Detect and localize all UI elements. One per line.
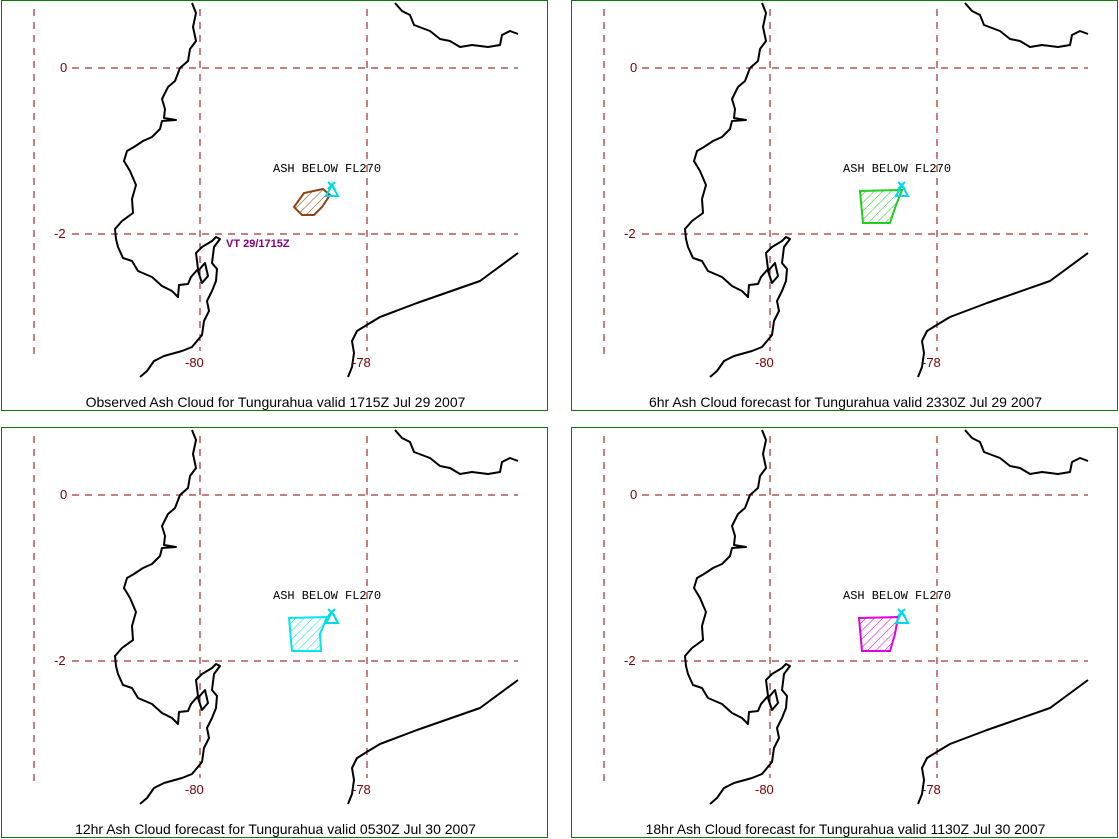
coast-inlet xyxy=(197,262,209,284)
volcano-marker-icon xyxy=(324,181,340,197)
panel-6hr-forecast: 0 -2 -80 -78 ASH BELOW FL270 6hr Ash Clo… xyxy=(571,0,1118,411)
border-east xyxy=(347,252,519,378)
panel-12hr-forecast: 0 -2 -80 -78 ASH BELOW FL270 12hr Ash Cl… xyxy=(1,427,548,838)
panel-caption: 12hr Ash Cloud forecast for Tungurahua v… xyxy=(75,821,476,837)
graticule xyxy=(603,436,1088,786)
lon-label-minus80: -80 xyxy=(185,782,204,797)
volcano-marker-icon xyxy=(894,181,910,197)
coast-main xyxy=(684,429,791,805)
ash-cloud-polygon xyxy=(287,615,329,652)
volcano-marker-icon xyxy=(894,608,910,624)
coastline xyxy=(684,429,1089,805)
coast-main xyxy=(114,429,221,805)
graticule xyxy=(33,9,518,359)
ash-label: ASH BELOW FL270 xyxy=(843,162,951,176)
lon-label-minus78: -78 xyxy=(922,782,941,797)
lat-label-0: 0 xyxy=(630,60,637,75)
coast-inlet xyxy=(767,262,779,284)
lat-label-0: 0 xyxy=(60,60,67,75)
border-east xyxy=(917,679,1089,805)
coastline xyxy=(684,2,1089,378)
graticule xyxy=(603,9,1088,359)
lat-label-minus2: -2 xyxy=(624,653,636,668)
ash-label: ASH BELOW FL270 xyxy=(273,162,381,176)
lat-label-minus2: -2 xyxy=(54,653,66,668)
lon-label-minus80: -80 xyxy=(755,355,774,370)
panel-observed: 0 -2 -80 -78 ASH BELOW FL270 VT 29/1715Z… xyxy=(1,0,548,411)
lon-label-minus78: -78 xyxy=(922,355,941,370)
border-east xyxy=(917,252,1089,378)
coastline xyxy=(114,2,519,378)
ash-cloud-polygon xyxy=(292,187,332,216)
lon-label-minus78: -78 xyxy=(352,782,371,797)
border-northeast xyxy=(394,429,519,475)
lon-label-minus80: -80 xyxy=(755,782,774,797)
coastline xyxy=(114,429,519,805)
lat-label-minus2: -2 xyxy=(624,226,636,241)
border-northeast xyxy=(964,429,1089,475)
ash-label: ASH BELOW FL270 xyxy=(843,589,951,603)
lon-label-minus80: -80 xyxy=(185,355,204,370)
ash-cloud-polygon xyxy=(857,615,900,652)
panel-caption: 18hr Ash Cloud forecast for Tungurahua v… xyxy=(645,821,1046,837)
lat-label-0: 0 xyxy=(60,487,67,502)
coast-main xyxy=(114,2,221,378)
ash-cloud-polygon xyxy=(858,188,904,224)
panel-caption: 6hr Ash Cloud forecast for Tungurahua va… xyxy=(648,394,1043,410)
panel-caption: Observed Ash Cloud for Tungurahua valid … xyxy=(85,394,466,410)
panel-18hr-forecast: 0 -2 -80 -78 ASH BELOW FL270 18hr Ash Cl… xyxy=(571,427,1118,838)
lat-label-0: 0 xyxy=(630,487,637,502)
vt-label: VT 29/1715Z xyxy=(226,238,290,250)
lat-label-minus2: -2 xyxy=(54,226,66,241)
coast-main xyxy=(684,2,791,378)
coast-inlet xyxy=(197,689,209,711)
volcano-marker-icon xyxy=(324,608,340,624)
ash-label: ASH BELOW FL270 xyxy=(273,589,381,603)
border-northeast xyxy=(394,2,519,48)
lon-label-minus78: -78 xyxy=(352,355,371,370)
border-east xyxy=(347,679,519,805)
coast-inlet xyxy=(767,689,779,711)
border-northeast xyxy=(964,2,1089,48)
graticule xyxy=(33,436,518,786)
